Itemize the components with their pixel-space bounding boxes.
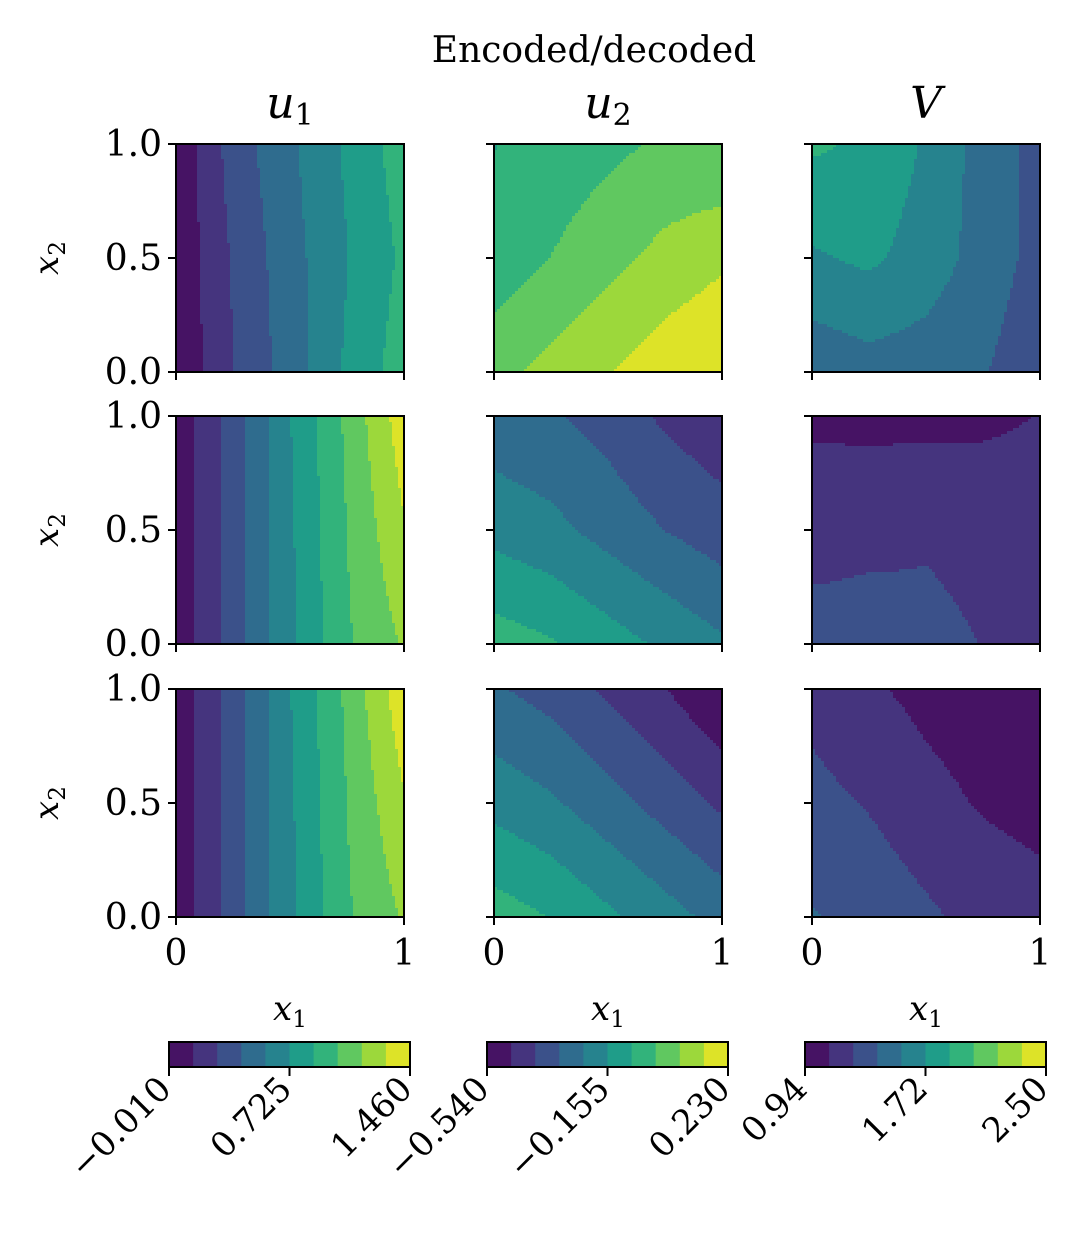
figure-title: Encoded/decoded (432, 30, 756, 71)
